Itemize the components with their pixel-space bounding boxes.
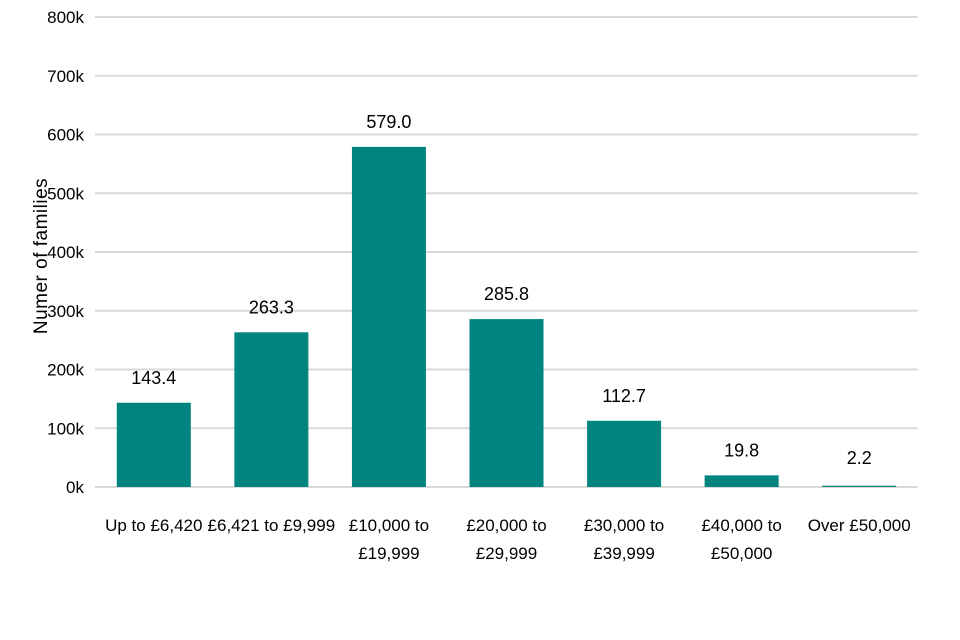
y-tick-label: 700k <box>47 67 84 86</box>
data-label: 2.2 <box>847 448 872 468</box>
x-category-label: £30,000 to £39,999 <box>584 516 664 563</box>
y-tick-label: 800k <box>47 8 84 27</box>
y-axis-ticks: 0k 100k 200k 300k 400k 500k 600k 700k 800k <box>47 8 84 497</box>
x-category-label: £6,421 to £9,999 <box>208 516 336 535</box>
bar <box>822 485 897 487</box>
data-label: 263.3 <box>249 297 294 317</box>
y-tick-label: 200k <box>47 361 84 380</box>
x-category-label: £20,000 to £29,999 <box>466 516 546 563</box>
y-tick-label: 100k <box>47 419 84 438</box>
bar <box>351 146 426 487</box>
x-category-label: Over £50,000 <box>808 516 911 535</box>
bar <box>587 420 662 487</box>
data-label: 143.4 <box>131 368 176 388</box>
x-category-label: £40,000 to £50,000 <box>701 516 781 563</box>
bar <box>234 332 309 487</box>
y-tick-label: 600k <box>47 126 84 145</box>
data-label: 19.8 <box>724 440 759 460</box>
bars <box>116 146 897 487</box>
x-category-label: Up to £6,420 <box>105 516 202 535</box>
gridlines <box>95 16 918 488</box>
y-tick-label: 400k <box>47 243 84 262</box>
data-labels: 143.4 263.3 579.0 285.8 112.7 19.8 2.2 <box>131 112 871 468</box>
y-tick-label: 300k <box>47 302 84 321</box>
bar <box>704 475 779 487</box>
y-tick-label: 500k <box>47 184 84 203</box>
x-axis-categories: Up to £6,420 £6,421 to £9,999 £10,000 to £1… <box>105 516 911 563</box>
bar <box>469 319 544 487</box>
y-tick-label: 0k <box>66 478 84 497</box>
bar <box>116 402 191 487</box>
x-category-label: £10,000 to £19,999 <box>349 516 429 563</box>
y-axis-title: Numer of families <box>31 178 52 334</box>
data-label: 112.7 <box>602 386 646 406</box>
data-label: 579.0 <box>366 112 411 132</box>
data-label: 285.8 <box>484 284 529 304</box>
